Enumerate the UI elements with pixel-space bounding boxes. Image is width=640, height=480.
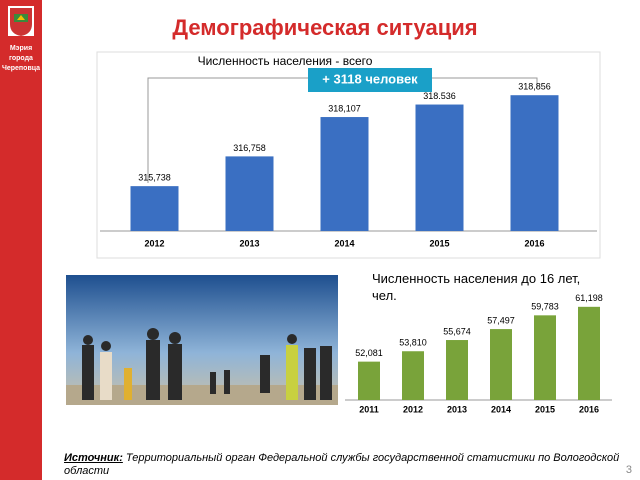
value-label: 57,497 <box>487 315 515 325</box>
bar <box>358 361 380 400</box>
bar <box>534 315 556 400</box>
annotation: + 3118 человек <box>322 71 418 86</box>
value-label: 318,107 <box>328 103 361 113</box>
value-label: 316,758 <box>233 143 266 153</box>
value-label: 315,738 <box>138 173 171 183</box>
bar <box>402 351 424 400</box>
value-label: 61,198 <box>575 293 603 303</box>
x-tick-label: 2016 <box>579 404 599 414</box>
source: Источник: Территориальный орган Федераль… <box>64 452 640 478</box>
x-tick-label: 2015 <box>429 238 449 248</box>
sidebar <box>0 0 42 480</box>
x-tick-label: 2016 <box>524 238 544 248</box>
x-tick-label: 2014 <box>334 238 354 248</box>
bar <box>510 95 559 231</box>
slide-title: Демографическая ситуация <box>172 15 477 40</box>
value-label: 59,783 <box>531 302 559 312</box>
x-tick-label: 2013 <box>447 404 467 414</box>
chart-frame <box>96 51 601 259</box>
logo-text: города <box>9 55 33 62</box>
logo-text: Мэрия <box>10 45 32 52</box>
value-label: 53,810 <box>399 338 427 348</box>
source-label: Источник: <box>64 452 123 464</box>
bar <box>446 340 468 400</box>
coat-of-arms <box>8 6 34 36</box>
bar <box>490 329 512 400</box>
bar <box>225 156 274 231</box>
source-text: Территориальный орган Федеральной службы… <box>64 452 620 477</box>
logo-text: Череповца <box>2 65 40 72</box>
value-label: 318.536 <box>423 91 456 101</box>
bar <box>130 186 179 231</box>
chart-title: Численность населения до 16 лет, чел. <box>372 271 581 303</box>
bar <box>578 306 600 400</box>
page-number: 3 <box>626 464 632 476</box>
x-tick-label: 2011 <box>359 404 379 414</box>
bar <box>415 104 464 231</box>
x-tick-label: 2012 <box>403 404 423 414</box>
x-tick-label: 2014 <box>491 404 511 414</box>
bar <box>320 117 369 231</box>
value-label: 55,674 <box>443 326 471 336</box>
annotation-box <box>308 68 432 92</box>
x-tick-label: 2015 <box>535 404 555 414</box>
value-label: 318,856 <box>518 82 551 92</box>
x-tick-label: 2012 <box>144 238 164 248</box>
x-tick-label: 2013 <box>239 238 259 248</box>
value-label: 52,081 <box>355 348 383 358</box>
photo <box>66 275 338 405</box>
chart-title: Численность населения - всего <box>198 54 373 68</box>
